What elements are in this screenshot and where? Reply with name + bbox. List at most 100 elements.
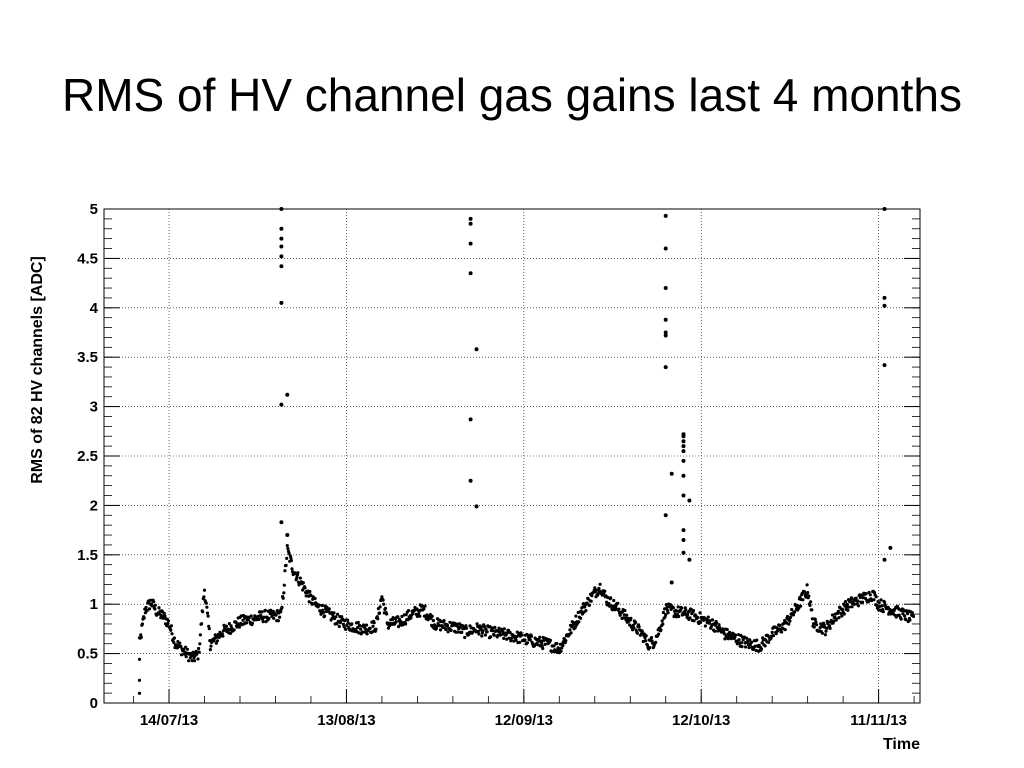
data-point [543,642,547,647]
data-point [623,608,627,613]
data-point [394,620,398,624]
data-point [283,569,287,573]
data-point [227,622,231,626]
data-point-outlier [681,528,686,533]
data-point [791,613,796,617]
data-point [282,591,286,595]
data-point [822,623,826,627]
data-point-outlier [285,392,290,397]
data-point [644,639,648,643]
data-point [908,618,912,622]
data-point [185,647,189,651]
data-point [787,622,791,626]
data-point-outlier [663,246,668,251]
data-point [902,609,906,613]
data-point [423,604,427,608]
data-point [911,614,916,619]
data-point [664,612,668,617]
data-point [374,627,378,631]
data-point [418,614,422,618]
data-point [877,601,881,605]
data-point [710,618,715,622]
data-point [790,607,794,612]
data-point [262,615,266,619]
data-point [880,604,884,608]
data-point [350,622,354,626]
data-point-outlier [474,347,479,352]
data-point [430,614,434,618]
data-point [637,625,641,629]
data-point-outlier [882,295,887,300]
data-point-outlier [279,254,284,259]
data-point [661,610,666,615]
data-point [538,635,542,639]
data-point [442,619,446,623]
data-point [878,604,882,609]
data-point [356,620,360,625]
data-point [759,647,764,651]
data-point [286,547,290,551]
data-point [616,601,620,605]
data-point [304,594,308,598]
data-point-outlier [279,207,284,211]
data-point [849,596,854,600]
data-point [409,616,413,620]
data-point-outlier [279,264,284,269]
data-point [584,609,588,613]
data-point [479,625,483,630]
data-point [368,626,372,630]
data-point [464,624,468,628]
data-point [196,657,200,661]
data-point [365,632,369,636]
data-point [698,611,702,615]
data-point [660,619,664,623]
data-point [152,600,156,604]
data-point [493,625,497,630]
data-point [728,630,732,635]
data-point-outlier [468,478,473,483]
data-point [279,610,283,614]
y-tick-label: 5 [90,201,98,218]
data-point [179,644,183,648]
data-point [569,631,573,635]
data-point [778,623,782,628]
data-point [480,634,484,638]
data-point [142,616,146,620]
data-point [241,613,246,618]
data-point [755,638,759,642]
data-point [208,648,212,652]
data-point [483,633,487,637]
data-point [488,625,492,629]
data-point [854,596,858,600]
data-point [676,605,680,609]
data-point [861,600,865,604]
data-point [688,616,692,620]
data-point [852,602,857,606]
data-point [214,641,218,645]
data-point [437,624,441,628]
data-point-outlier [681,449,686,454]
data-point [683,610,687,614]
data-point [228,631,233,636]
data-point [192,659,197,663]
data-point [285,556,289,561]
data-point [464,626,469,630]
data-point [540,644,544,648]
data-point [496,633,500,637]
data-point [481,629,485,633]
data-point [187,659,191,663]
data-point [554,648,558,652]
data-point [191,650,195,654]
data-point [285,544,289,548]
data-point [169,624,173,628]
data-point [370,630,375,634]
data-point [574,614,578,618]
data-point [364,623,369,627]
data-point [166,619,171,623]
data-point-outlier [663,333,668,338]
data-point [856,599,860,603]
data-point [843,600,848,604]
data-point [872,598,876,602]
data-point [332,611,336,615]
data-point [744,645,748,649]
